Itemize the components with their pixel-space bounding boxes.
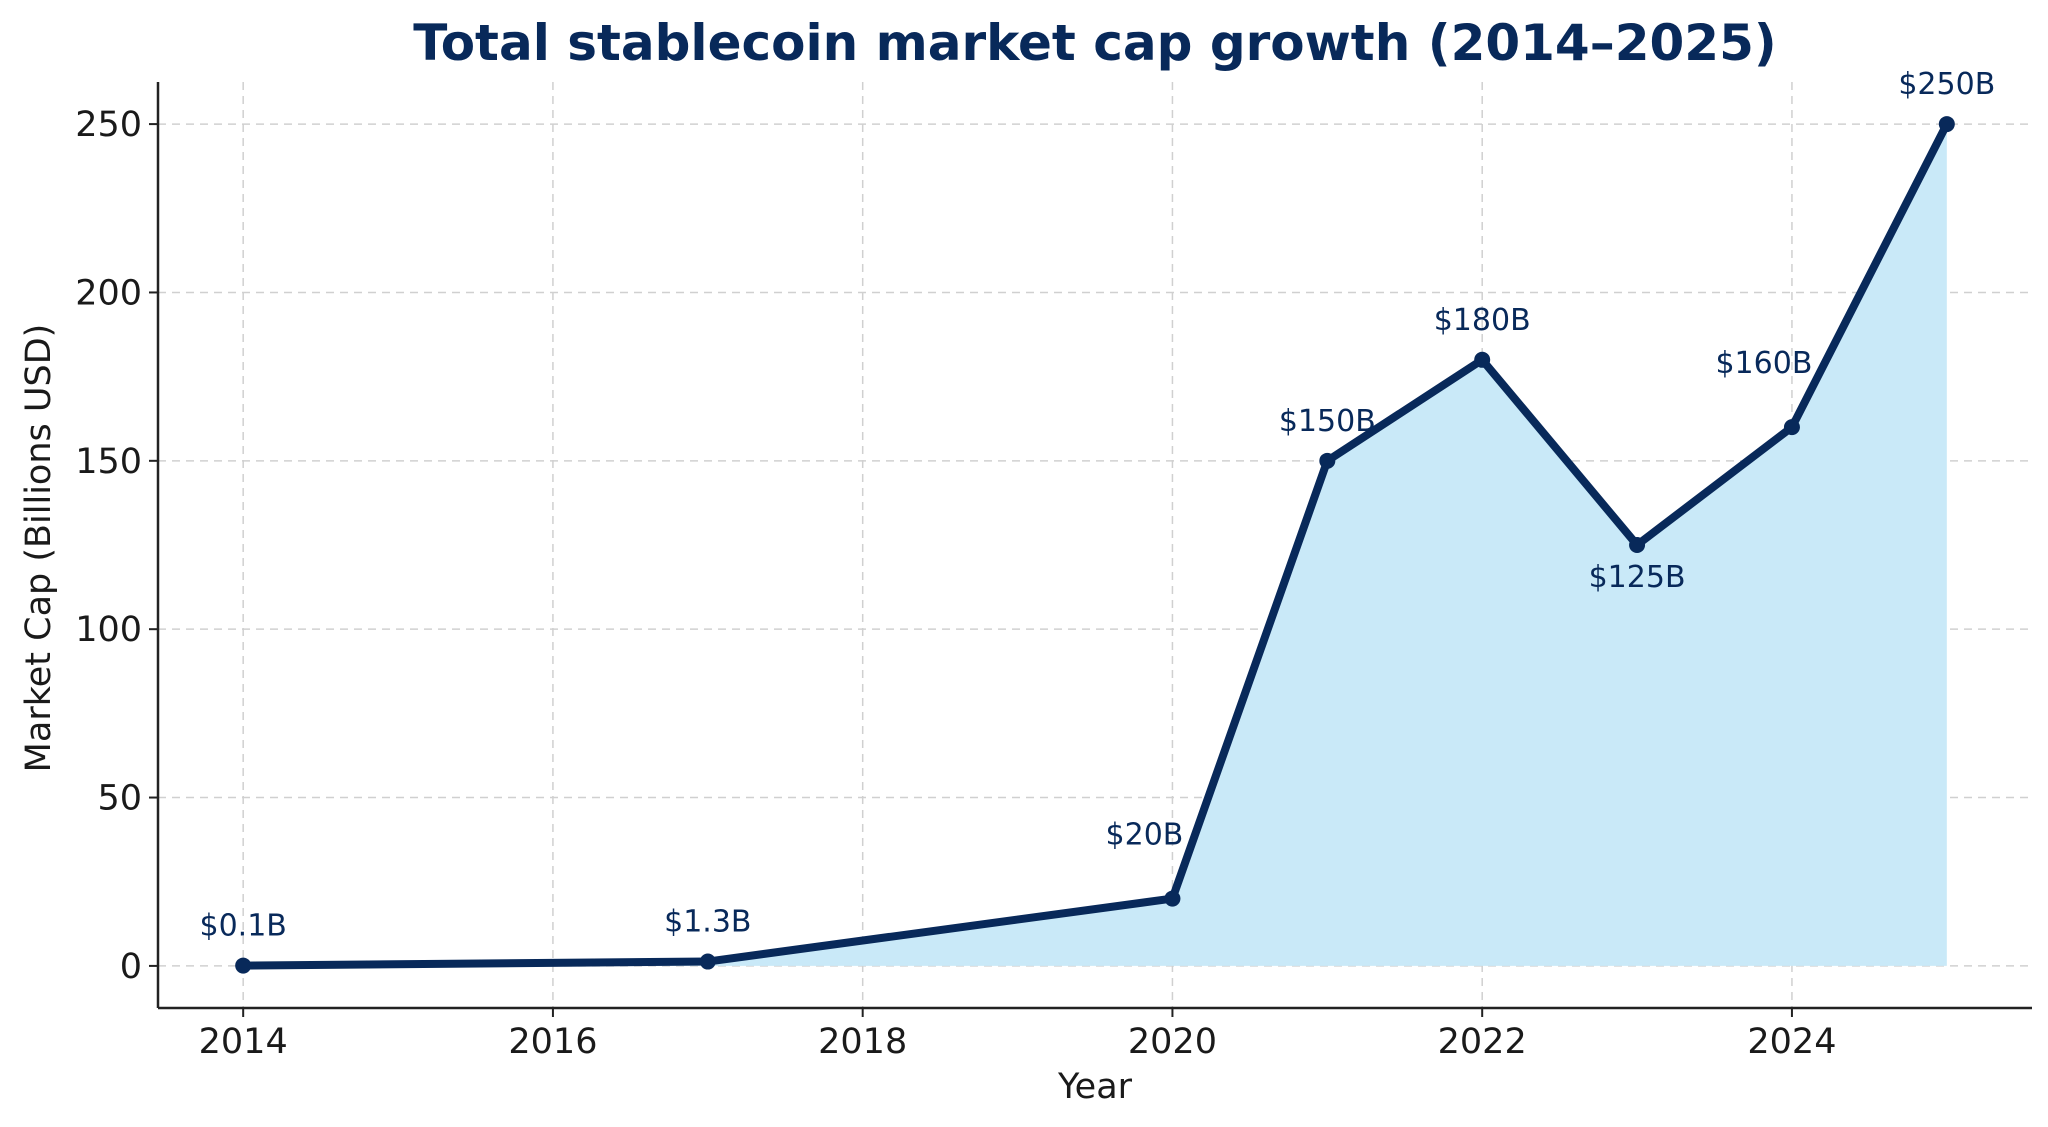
series-line-layer — [239, 120, 1951, 970]
y-tick-label: 200 — [75, 273, 142, 313]
data-label: $0.1B — [199, 909, 286, 944]
data-point — [1629, 537, 1646, 553]
data-label: $20B — [1106, 818, 1184, 853]
y-tick-label: 0 — [120, 947, 142, 987]
x-tick-label: 2016 — [508, 1022, 597, 1062]
data-point — [1319, 452, 1336, 469]
area-fill — [243, 124, 1947, 966]
data-label: $180B — [1434, 303, 1531, 338]
x-tick-label: 2024 — [1747, 1022, 1836, 1062]
y-tick-label: 100 — [75, 610, 142, 650]
data-label: $125B — [1589, 560, 1686, 595]
x-tick-label: 2018 — [818, 1022, 907, 1062]
data-label: $150B — [1279, 404, 1376, 439]
x-tick-label: 2014 — [199, 1022, 288, 1062]
area-fill-layer — [243, 124, 1947, 966]
data-point — [699, 953, 716, 970]
data-point — [1164, 890, 1181, 907]
x-tick-label: 2020 — [1128, 1022, 1217, 1062]
data-points — [235, 116, 1955, 974]
data-point — [235, 957, 252, 974]
data-point — [1783, 419, 1800, 436]
x-tick-label: 2022 — [1438, 1022, 1527, 1062]
tick-labels: 2014 2016 2018 2020 2022 2024 0 50 100 150 200 250 — [75, 105, 1836, 1062]
axes — [156, 82, 2032, 1010]
data-point — [1474, 351, 1491, 368]
y-tick-label: 150 — [75, 442, 142, 482]
chart-title: Total stablecoin market cap growth (2014… — [413, 14, 1777, 72]
y-tick-label: 250 — [75, 105, 142, 145]
data-point — [1938, 116, 1955, 133]
data-label: $160B — [1715, 346, 1812, 381]
y-axis-label: Market Cap (Billions USD) — [19, 324, 59, 773]
series-line — [239, 120, 1951, 970]
data-labels: $0.1B $1.3B $20B $150B $180B $125B $160B $250B — [199, 67, 1995, 943]
data-label: $250B — [1898, 67, 1995, 102]
y-tick-label: 50 — [97, 779, 142, 819]
data-label: $1.3B — [664, 905, 751, 940]
x-axis-label: Year — [1057, 1067, 1133, 1107]
